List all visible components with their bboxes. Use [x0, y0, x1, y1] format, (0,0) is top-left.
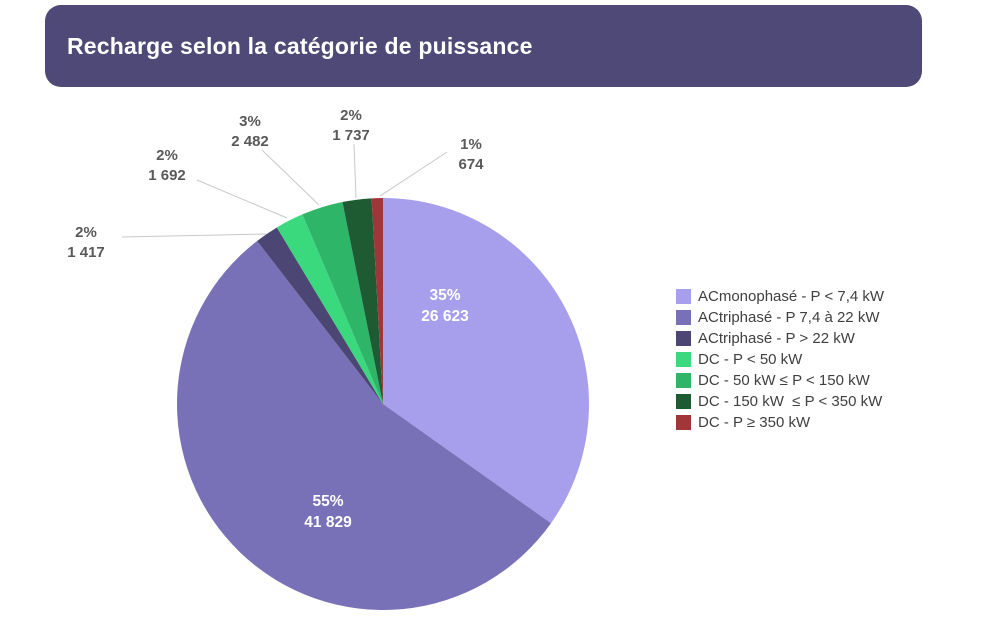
legend-swatch-icon [676, 331, 691, 346]
pie-slice-1 [177, 240, 551, 610]
legend-swatch-icon [676, 415, 691, 430]
slice-value: 1 737 [332, 127, 370, 144]
pie-slice-5 [342, 198, 383, 404]
slice-value: 1 692 [148, 167, 186, 184]
slice-label-dc-lt50: 2% 1 692 [148, 146, 186, 186]
legend-swatch-icon [676, 289, 691, 304]
leader-line-4 [261, 149, 320, 206]
legend-label: ACtriphasé - P > 22 kW [698, 330, 855, 347]
legend-swatch-icon [676, 394, 691, 409]
slice-percent: 35% [429, 287, 461, 304]
legend-swatch-icon [676, 373, 691, 388]
slice-label-dc-150-350: 2% 1 737 [332, 106, 370, 146]
slice-percent: 2% [75, 224, 97, 241]
legend-swatch-icon [676, 352, 691, 367]
legend-item: ACtriphasé - P > 22 kW [676, 328, 884, 349]
leader-lines [121, 143, 448, 238]
leader-line-3 [196, 179, 288, 219]
legend-label: ACmonophasé - P < 7,4 kW [698, 288, 885, 305]
legend-label: ACtriphasé - P 7,4 à 22 kW [698, 309, 880, 326]
slice-value: 1 417 [67, 244, 105, 261]
slice-percent: 55% [312, 493, 344, 510]
slice-percent: 1% [460, 136, 482, 153]
slice-percent: 2% [340, 107, 362, 124]
slice-value: 41 829 [304, 514, 352, 531]
slice-label-dc-ge350: 1% 674 [458, 135, 483, 175]
legend-item: ACmonophasé - P < 7,4 kW [676, 286, 884, 307]
leader-line-6 [379, 151, 448, 197]
pie-slice-4 [302, 202, 383, 404]
pie-slice-2 [257, 227, 383, 404]
pie-slices [177, 198, 589, 610]
slice-percent: 3% [239, 113, 261, 130]
slice-value: 674 [458, 156, 484, 173]
legend-item: DC - P < 50 kW [676, 349, 884, 370]
legend: ACmonophasé - P < 7,4 kW ACtriphasé - P … [676, 286, 884, 433]
legend-label: DC - 50 kW ≤ P < 150 kW [698, 372, 870, 389]
pie-slice-3 [276, 214, 383, 404]
slice-label-actriphase-gt22: 2% 1 417 [67, 223, 105, 263]
pie-slice-6 [371, 198, 383, 404]
legend-item: DC - 50 kW ≤ P < 150 kW [676, 370, 884, 391]
slice-value: 26 623 [421, 308, 469, 325]
legend-swatch-icon [676, 310, 691, 325]
slice-label-dc-50-150: 3% 2 482 [231, 112, 269, 152]
title-banner: Recharge selon la catégorie de puissance [45, 5, 922, 87]
leader-line-5 [353, 143, 357, 199]
leader-line-2 [121, 233, 267, 238]
legend-item: ACtriphasé - P 7,4 à 22 kW [676, 307, 884, 328]
legend-label: DC - P < 50 kW [698, 351, 803, 368]
slice-percent: 2% [156, 147, 178, 164]
slice-label-actriphase-7-22: 55% 41 829 [304, 491, 351, 533]
legend-item: DC - 150 kW ≤ P < 350 kW [676, 391, 884, 412]
legend-label: DC - P ≥ 350 kW [698, 414, 811, 431]
slice-label-acmonophase: 35% 26 623 [421, 285, 468, 327]
legend-label: DC - 150 kW ≤ P < 350 kW [698, 393, 883, 410]
page-title: Recharge selon la catégorie de puissance [67, 32, 533, 59]
slice-value: 2 482 [231, 133, 269, 150]
legend-item: DC - P ≥ 350 kW [676, 412, 884, 433]
pie-slice-0 [383, 198, 589, 524]
